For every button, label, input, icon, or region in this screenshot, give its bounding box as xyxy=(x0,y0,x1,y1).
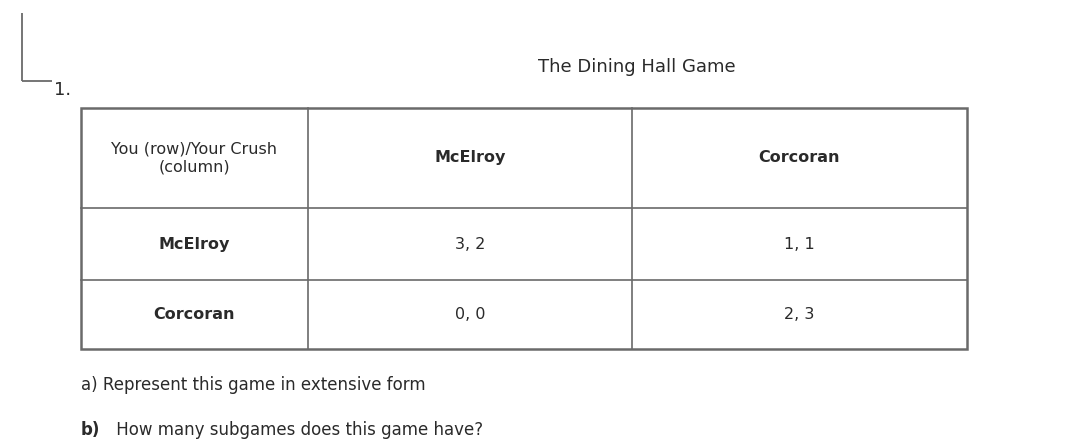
Text: Corcoran: Corcoran xyxy=(758,151,840,165)
Bar xyxy=(81,108,967,349)
Text: 2, 3: 2, 3 xyxy=(784,307,814,322)
Text: How many subgames does this game have?: How many subgames does this game have? xyxy=(111,421,484,439)
Text: The Dining Hall Game: The Dining Hall Game xyxy=(539,58,735,76)
Text: 1, 1: 1, 1 xyxy=(784,237,814,252)
Text: 3, 2: 3, 2 xyxy=(455,237,485,252)
Text: b): b) xyxy=(81,421,100,439)
Text: Corcoran: Corcoran xyxy=(153,307,235,322)
Text: 1.: 1. xyxy=(54,81,71,99)
Text: You (row)/Your Crush
(column): You (row)/Your Crush (column) xyxy=(111,142,278,174)
Text: McElroy: McElroy xyxy=(434,151,505,165)
Text: McElroy: McElroy xyxy=(159,237,230,252)
Text: a) Represent this game in extensive form: a) Represent this game in extensive form xyxy=(81,376,426,394)
Text: 0, 0: 0, 0 xyxy=(455,307,485,322)
